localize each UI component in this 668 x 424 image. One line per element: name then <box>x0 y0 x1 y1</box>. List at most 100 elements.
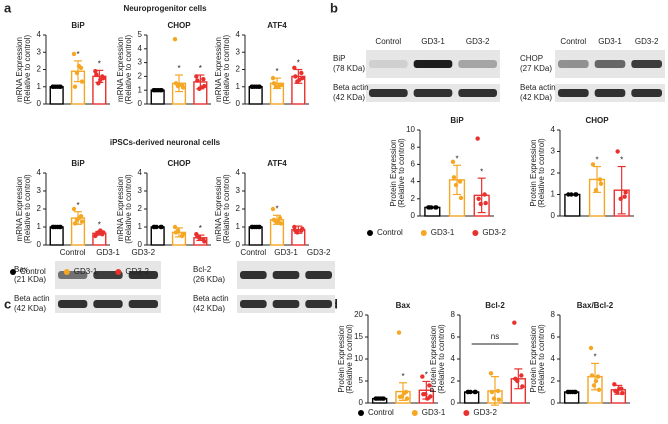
data-point <box>588 345 594 351</box>
y-tick-label: 3 <box>37 47 42 56</box>
blot-band <box>369 89 408 97</box>
significance: * <box>177 64 180 73</box>
data-point <box>595 374 601 379</box>
data-point <box>292 224 297 230</box>
data-point <box>292 65 297 70</box>
blot-band <box>458 60 497 68</box>
data-point <box>76 63 82 69</box>
data-point <box>612 382 617 387</box>
legend-marker <box>10 269 16 275</box>
y-tick-label: 0 <box>551 211 556 220</box>
legend-marker <box>115 269 122 275</box>
y-axis-label: mRNA Expression <box>214 177 223 242</box>
y-tick-label: 8 <box>451 310 456 319</box>
bar <box>248 226 263 246</box>
y-tick-label: 8 <box>411 142 416 151</box>
data-point <box>596 387 602 392</box>
chart-title: BiP <box>71 159 85 168</box>
y-tick-label: 15 <box>354 332 363 341</box>
lane-label: GD3-2 <box>466 37 490 46</box>
y-axis-label: (Relative to control) <box>23 34 32 104</box>
bracket-label: ns <box>491 332 499 341</box>
data-point <box>593 188 599 193</box>
y-tick-label: 1 <box>236 82 241 91</box>
significance: * <box>76 50 79 59</box>
blot-row-label: (42 KDa) <box>193 304 225 313</box>
y-tick-label: 2 <box>37 65 42 74</box>
chart-title: CHOP <box>167 21 191 30</box>
blot-row-label: Beta actin <box>333 83 369 92</box>
blot-row-label: Bcl-2 <box>193 265 212 274</box>
data-point <box>94 232 99 237</box>
data-point <box>250 224 255 230</box>
data-point <box>613 388 618 394</box>
y-tick-label: 0 <box>138 99 143 108</box>
data-point <box>300 226 305 231</box>
data-point <box>156 88 161 93</box>
data-point <box>512 320 517 325</box>
blot-band <box>594 89 626 97</box>
blot-band <box>305 300 332 308</box>
data-point <box>293 74 298 79</box>
data-point <box>173 81 179 86</box>
data-point <box>451 175 457 180</box>
blot-band <box>413 89 453 97</box>
y-tick-label: 4 <box>37 30 42 39</box>
data-point <box>491 396 497 401</box>
bar <box>150 226 165 246</box>
blot-band <box>272 271 300 279</box>
data-point <box>513 376 518 381</box>
data-point <box>488 371 494 376</box>
y-tick-label: 1 <box>37 222 42 231</box>
y-tick-label: 2 <box>451 376 456 385</box>
y-axis-label: (Relative to control) <box>124 174 133 244</box>
data-point <box>404 396 410 401</box>
data-point <box>152 224 157 230</box>
significance: * <box>620 156 623 165</box>
y-axis-label: (Relative to control) <box>124 34 133 104</box>
data-point <box>270 206 276 212</box>
y-tick-label: 1 <box>551 190 556 199</box>
y-tick-label: 2 <box>411 194 416 203</box>
y-tick-label: 0 <box>236 240 241 249</box>
data-point <box>598 181 604 186</box>
y-axis-label: mRNA Expression <box>214 37 223 102</box>
data-point <box>425 396 430 401</box>
significance: * <box>98 221 101 230</box>
y-tick-label: 3 <box>138 186 143 195</box>
data-point <box>623 190 628 195</box>
blot-row-label: (78 KDa) <box>333 64 365 73</box>
data-point <box>159 224 164 230</box>
blot-band <box>128 271 158 279</box>
data-point <box>427 383 432 388</box>
y-axis-label: Protein Expression <box>429 325 438 392</box>
blot-row-label: Beta actin <box>193 294 229 303</box>
bar <box>248 86 263 105</box>
y-tick-label: 0 <box>236 99 241 108</box>
panel-label: c <box>4 296 11 311</box>
data-point <box>483 200 488 206</box>
data-point <box>427 205 432 210</box>
data-point <box>297 77 302 83</box>
data-point <box>478 201 483 207</box>
blot-band <box>558 89 589 97</box>
blot-band <box>93 271 123 279</box>
significance: * <box>480 167 483 176</box>
data-point <box>620 390 625 396</box>
data-point <box>457 179 463 184</box>
data-point <box>590 162 596 167</box>
legend-label: Control <box>20 267 46 276</box>
data-point <box>482 192 487 197</box>
y-tick-label: 10 <box>354 354 363 363</box>
data-point <box>71 206 77 212</box>
blot-row-label: (42 KDa) <box>520 93 552 102</box>
bar <box>49 226 64 246</box>
y-axis-label: (Relative to control) <box>537 138 546 208</box>
chart-title: Bcl-2 <box>485 301 505 310</box>
data-point <box>79 219 85 224</box>
y-tick-label: 2 <box>37 204 42 213</box>
y-tick-label: 1 <box>138 85 143 94</box>
data-point <box>475 136 480 141</box>
data-point <box>194 74 199 79</box>
data-point <box>172 36 178 42</box>
